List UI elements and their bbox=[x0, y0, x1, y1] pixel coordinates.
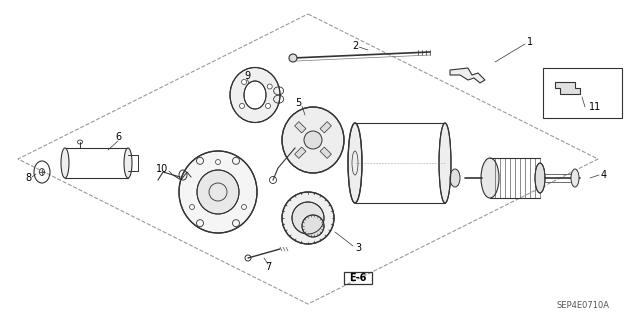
Text: 9: 9 bbox=[244, 71, 250, 81]
Text: E-6: E-6 bbox=[349, 273, 367, 283]
Ellipse shape bbox=[302, 215, 324, 237]
Ellipse shape bbox=[266, 103, 271, 108]
Bar bbox=[344, 272, 372, 284]
Ellipse shape bbox=[230, 68, 280, 122]
Text: 11: 11 bbox=[589, 102, 601, 112]
Text: 7: 7 bbox=[265, 262, 271, 272]
Ellipse shape bbox=[239, 103, 244, 108]
Polygon shape bbox=[555, 82, 580, 94]
Ellipse shape bbox=[571, 169, 579, 187]
Polygon shape bbox=[450, 68, 485, 83]
Text: SEP4E0710A: SEP4E0710A bbox=[557, 300, 609, 309]
Ellipse shape bbox=[450, 169, 460, 187]
Ellipse shape bbox=[268, 84, 272, 89]
Polygon shape bbox=[294, 122, 306, 133]
Ellipse shape bbox=[244, 81, 266, 109]
Text: 6: 6 bbox=[115, 132, 121, 142]
Text: 1: 1 bbox=[527, 37, 533, 47]
Ellipse shape bbox=[282, 107, 344, 173]
Ellipse shape bbox=[241, 79, 246, 85]
Ellipse shape bbox=[481, 158, 499, 198]
Polygon shape bbox=[320, 122, 332, 133]
Text: 10: 10 bbox=[156, 164, 168, 174]
Ellipse shape bbox=[535, 163, 545, 193]
Ellipse shape bbox=[439, 123, 451, 203]
Ellipse shape bbox=[282, 192, 334, 244]
Polygon shape bbox=[320, 147, 332, 159]
Text: 2: 2 bbox=[352, 41, 358, 51]
Ellipse shape bbox=[292, 202, 324, 234]
Ellipse shape bbox=[348, 123, 362, 203]
Text: 8: 8 bbox=[25, 173, 31, 183]
Ellipse shape bbox=[197, 170, 239, 214]
Bar bbox=[543, 68, 622, 118]
Text: 5: 5 bbox=[295, 98, 301, 108]
Text: 3: 3 bbox=[355, 243, 361, 253]
Polygon shape bbox=[294, 147, 306, 159]
Text: 4: 4 bbox=[601, 170, 607, 180]
Ellipse shape bbox=[61, 148, 69, 178]
Ellipse shape bbox=[304, 131, 322, 149]
Ellipse shape bbox=[289, 54, 297, 62]
Ellipse shape bbox=[179, 151, 257, 233]
Ellipse shape bbox=[124, 148, 132, 178]
